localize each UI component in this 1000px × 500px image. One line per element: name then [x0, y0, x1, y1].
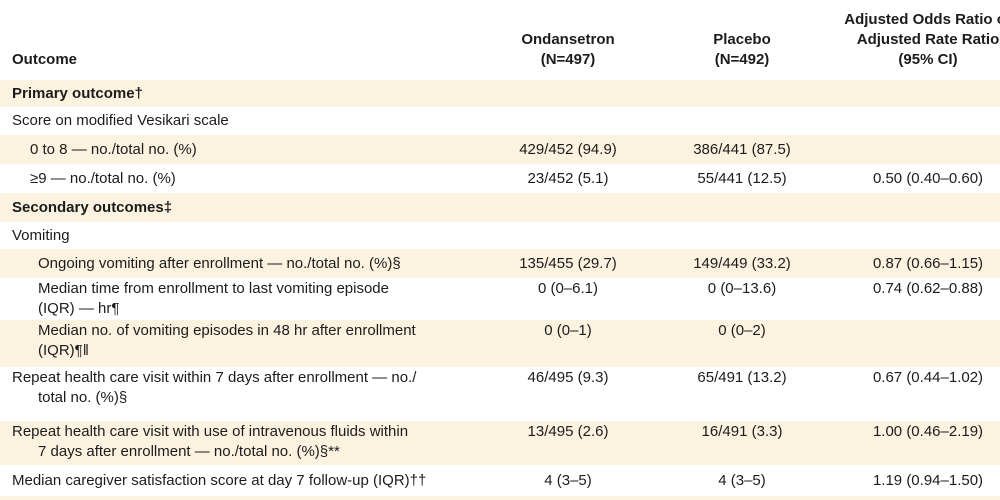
table-row: Vomiting [0, 222, 1000, 249]
outcome-label: (IQR)¶‖ [38, 342, 89, 359]
outcome-label: Median time from enrollment to last vomi… [38, 280, 389, 297]
cell-value: 429/452 (94.9) [519, 141, 617, 158]
cell-value: 1.19 (0.94–1.50) [872, 472, 984, 489]
cell-value: 0.50 (0.40–0.60) [872, 170, 984, 187]
outcome-label: Score on modified Vesikari scale [12, 112, 229, 129]
cell-value: 23/452 (5.1) [527, 170, 609, 187]
cell-value: 149/449 (33.2) [693, 255, 791, 272]
column-header: Outcome [12, 51, 78, 68]
cell-value: 65/491 (13.2) [697, 369, 787, 386]
outcome-label: ≥9 — no./total no. (%) [30, 170, 176, 187]
cell-value: 0 (0–1) [544, 322, 592, 339]
cell-value: 0.87 (0.66–1.15) [872, 255, 984, 272]
column-header: (N=497) [540, 51, 596, 68]
table-row: 0 to 8 — no./total no. (%) 429/452 (94.9)… [0, 135, 1000, 164]
outcome-label: total no. (%)§ [38, 389, 128, 406]
cell-value: 0.74 (0.62–0.88) [872, 280, 984, 297]
table-row: Repeat health care visit with use of int… [0, 421, 1000, 465]
table-row: Median caregiver satisfaction score at d… [0, 465, 1000, 496]
outcome-label: Ongoing vomiting after enrollment — no./… [38, 255, 401, 272]
cell-value: 46/495 (9.3) [527, 369, 609, 386]
column-header: Placebo [713, 31, 771, 48]
cell-value: 386/441 (87.5) [693, 141, 791, 158]
section-row: Secondary outcomes‡ [0, 193, 1000, 222]
cell-value: 0 (0–13.6) [707, 280, 777, 297]
column-header: Adjusted Rate Ratio [856, 31, 1000, 48]
table-header: Outcome Ondansetron (N=497) Placebo (N=492) A… [0, 0, 1000, 80]
outcome-label: Vomiting [12, 227, 70, 244]
outcome-label: Median caregiver satisfaction score at d… [12, 472, 427, 489]
column-header: (N=492) [714, 51, 770, 68]
table-row: ≥9 — no./total no. (%) 23/452 (5.1) 55/441… [0, 164, 1000, 193]
column-header: Adjusted Odds Ratio or [844, 11, 1000, 28]
outcome-label: Repeat health care visit within 7 days a… [12, 369, 417, 386]
outcome-label: Repeat health care visit with use of int… [12, 423, 409, 440]
cell-value: 135/455 (29.7) [519, 255, 617, 272]
cell-value: 1.00 (0.46–2.19) [872, 423, 984, 440]
table-row: Repeat health care visit within 7 days a… [0, 367, 1000, 420]
cell-value: 55/441 (12.5) [697, 170, 787, 187]
outcome-label: 0 to 8 — no./total no. (%) [30, 141, 197, 158]
cell-value: 0 (0–6.1) [537, 280, 599, 297]
cell-value: 4 (3–5) [544, 472, 592, 489]
outcome-label: (IQR) — hr¶ [38, 300, 120, 317]
table-row: Ongoing vomiting after enrollment — no./… [0, 249, 1000, 278]
table-row: Median time from enrollment to last vomi… [0, 278, 1000, 320]
outcome-label: Median no. of vomiting episodes in 48 hr… [38, 322, 416, 339]
column-header: (95% CI) [898, 51, 958, 68]
table-row: Score on modified Vesikari scale [0, 107, 1000, 135]
column-header: Ondansetron [521, 31, 615, 48]
outcome-label: Secondary outcomes‡ [12, 199, 173, 216]
cell-value: 0.67 (0.44–1.02) [872, 369, 984, 386]
outcome-label: Primary outcome† [12, 85, 143, 102]
outcome-label: 7 days after enrollment — no./total no. … [38, 443, 340, 460]
section-row: Primary outcome† [0, 80, 1000, 107]
cell-value: 0 (0–2) [718, 322, 766, 339]
table-footer-band [0, 496, 1000, 500]
cell-value: 13/495 (2.6) [527, 423, 609, 440]
cell-value: 16/491 (3.3) [701, 423, 783, 440]
table-row: Median no. of vomiting episodes in 48 hr… [0, 320, 1000, 367]
cell-value: 4 (3–5) [718, 472, 766, 489]
